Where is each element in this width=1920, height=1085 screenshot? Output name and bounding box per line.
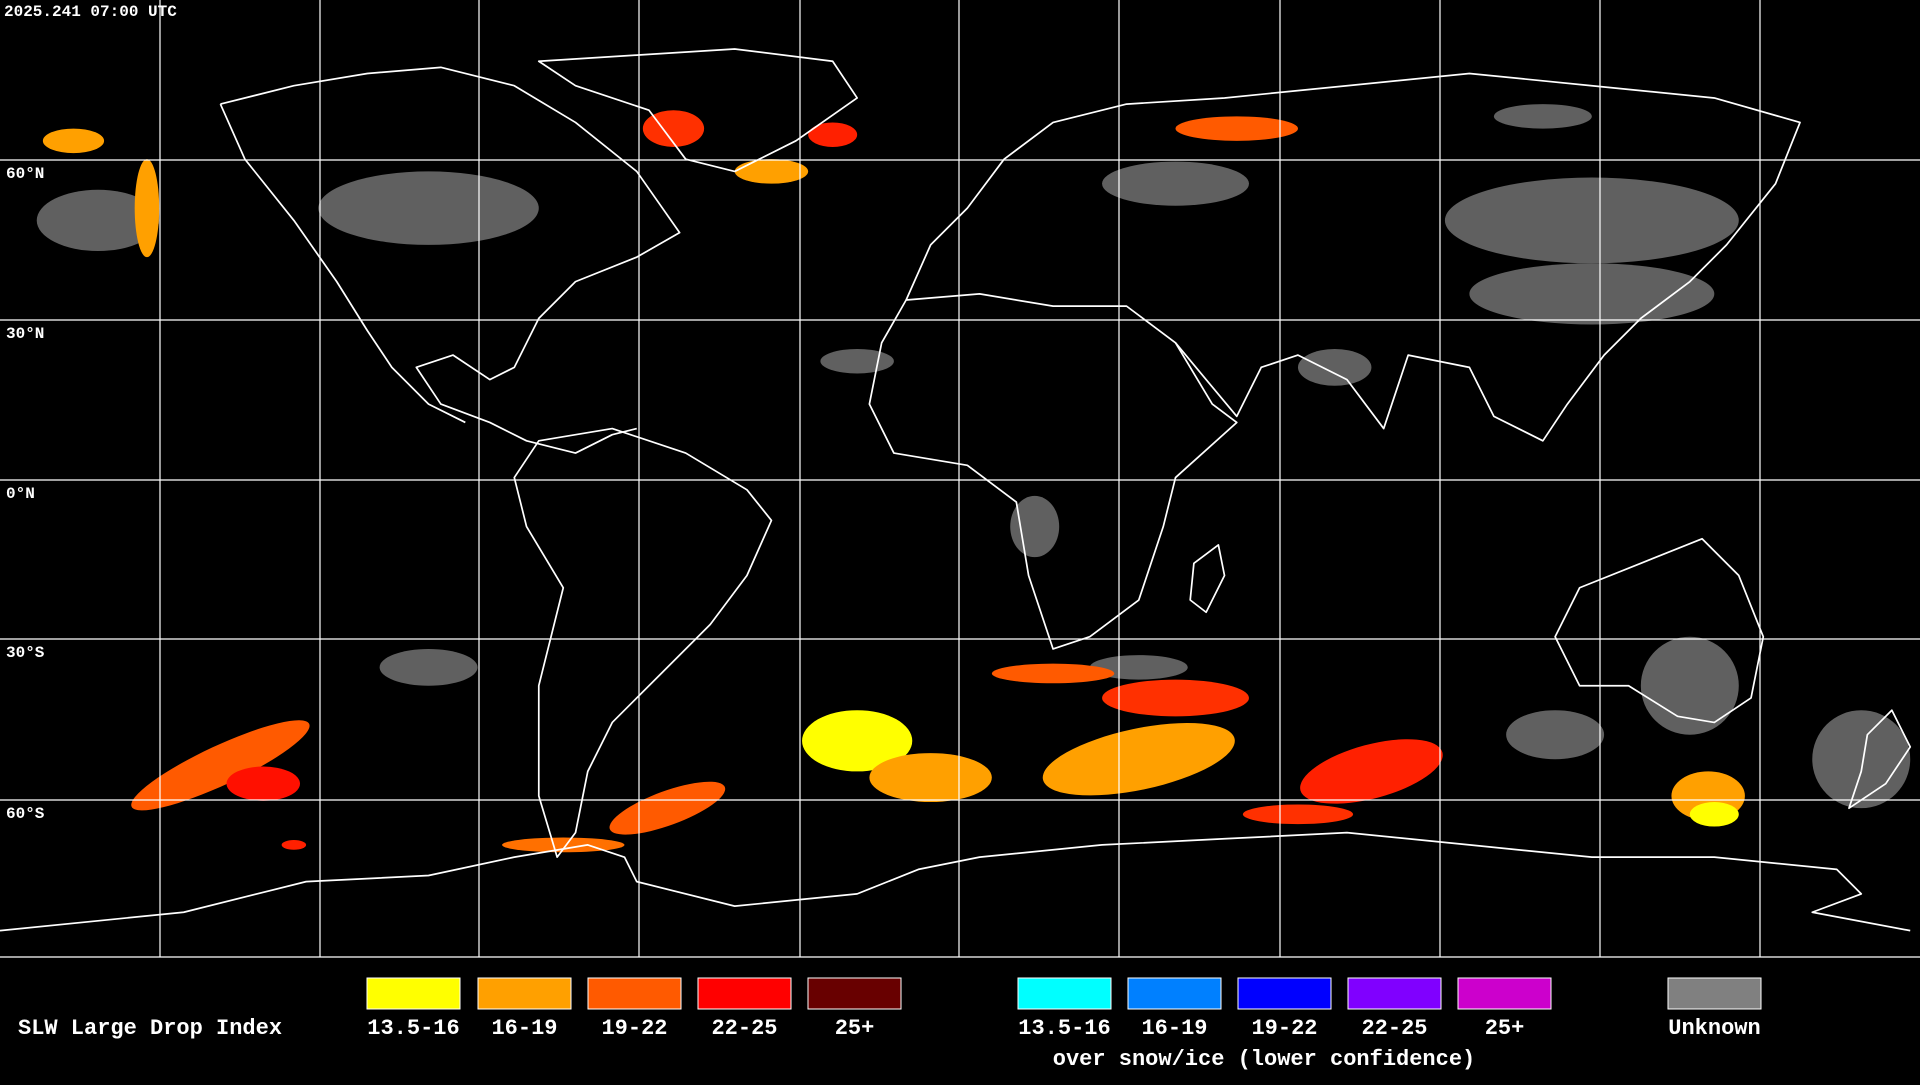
legend-label: Unknown [1668, 1016, 1760, 1041]
antarctica [0, 831, 1911, 932]
legend-label: 16-19 [491, 1016, 557, 1041]
north-america [220, 66, 681, 454]
legend-swatch [587, 977, 682, 1010]
legend-swatch [366, 977, 461, 1010]
legend-swatch [1127, 977, 1222, 1010]
legend-swatch [1237, 977, 1332, 1010]
graticule [0, 0, 1920, 958]
legend-label: 16-19 [1141, 1016, 1207, 1041]
legend-swatch [1347, 977, 1442, 1010]
south-america [513, 427, 773, 859]
legend-label: 13.5-16 [367, 1016, 459, 1041]
africa [868, 293, 1238, 650]
legend-label: 19-22 [601, 1016, 667, 1041]
legend-swatch [477, 977, 572, 1010]
latitude-label: 30°S [6, 644, 45, 662]
coastlines [0, 48, 1912, 932]
madagascar [1189, 544, 1226, 614]
legend-swatch [1667, 977, 1762, 1010]
legend-label: 19-22 [1251, 1016, 1317, 1041]
legend-swatch [807, 977, 902, 1010]
legend-title: SLW Large Drop Index [18, 1016, 282, 1041]
legend-label: 13.5-16 [1018, 1016, 1110, 1041]
legend-label: 22-25 [1361, 1016, 1427, 1041]
australia [1554, 537, 1765, 724]
latitude-label: 30°N [6, 325, 44, 343]
legend-swatch [1457, 977, 1552, 1010]
latitude-label: 60°N [6, 165, 44, 183]
legend-label: 22-25 [711, 1016, 777, 1041]
eurasia [905, 72, 1801, 442]
legend-swatch [1017, 977, 1112, 1010]
latitude-label: 60°S [6, 805, 45, 823]
greenland [537, 48, 859, 173]
north-america-west [219, 103, 466, 424]
legend-label: 25+ [1485, 1016, 1525, 1041]
new-zealand [1848, 709, 1912, 810]
legend-label: 25+ [835, 1016, 875, 1041]
timestamp: 2025.241 07:00 UTC [4, 3, 177, 21]
legend-swatch [697, 977, 792, 1010]
latitude-label: 0°N [6, 485, 35, 503]
legend-note: over snow/ice (lower confidence) [1053, 1047, 1475, 1072]
